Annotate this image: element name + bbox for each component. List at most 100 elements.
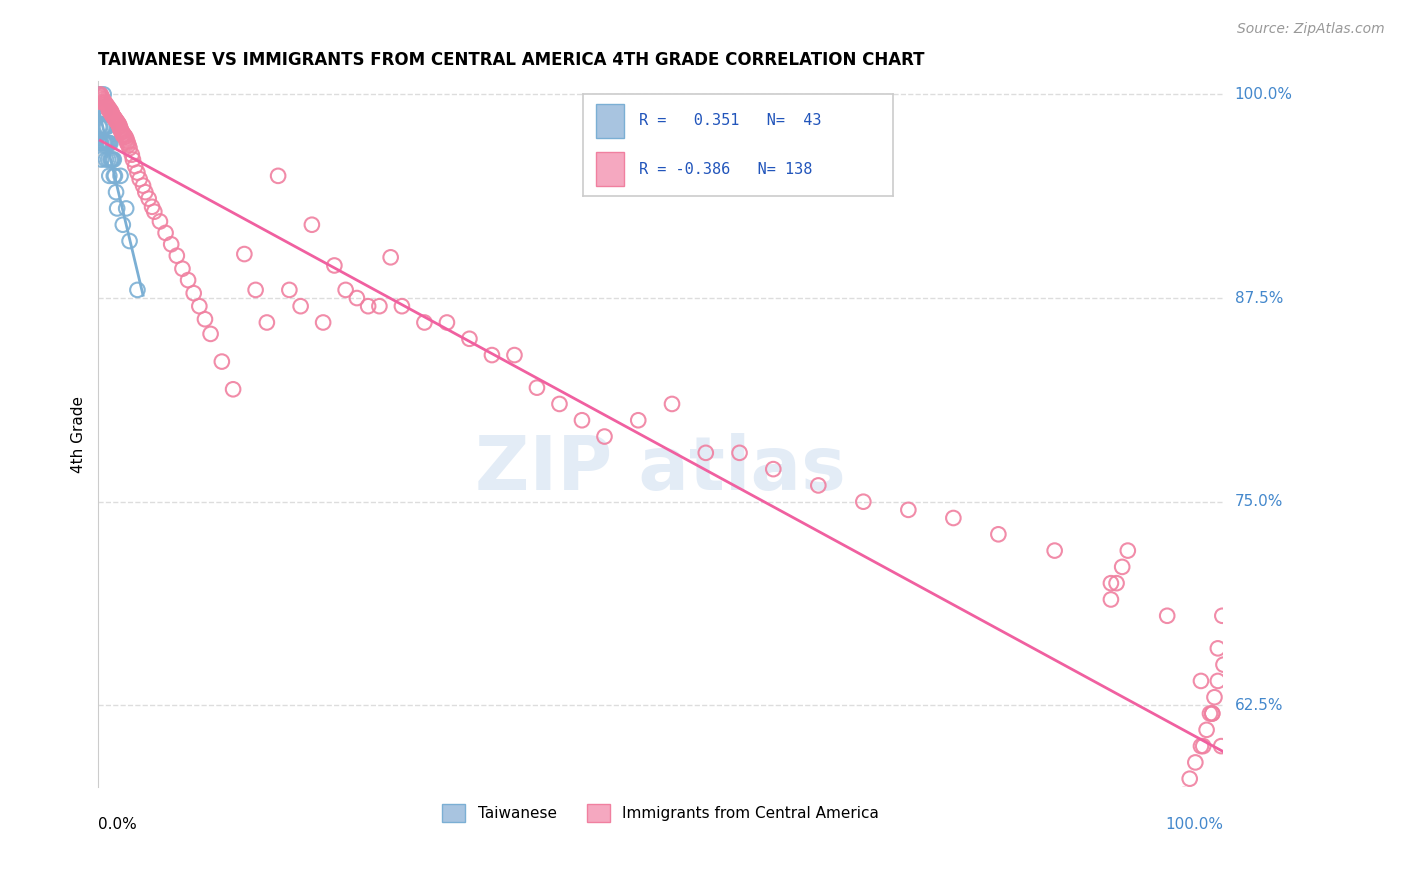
Point	[105, 115, 128, 129]
Point	[89, 120, 111, 134]
Point	[436, 316, 458, 330]
Point	[98, 169, 121, 183]
Point	[112, 128, 135, 142]
Point	[115, 131, 138, 145]
Point	[94, 103, 117, 118]
Point	[526, 381, 548, 395]
Point	[100, 136, 122, 151]
Point	[1199, 706, 1222, 721]
Point	[1184, 756, 1206, 770]
Point	[1167, 805, 1189, 819]
Point	[124, 159, 146, 173]
Point	[188, 299, 211, 313]
Point	[1211, 608, 1233, 623]
Point	[91, 92, 114, 106]
Point	[90, 136, 112, 151]
Point	[1211, 739, 1233, 753]
Point	[110, 123, 132, 137]
Point	[94, 120, 117, 134]
Point	[117, 136, 139, 151]
Point	[127, 165, 149, 179]
Point	[94, 136, 117, 151]
Point	[111, 128, 134, 142]
Point	[177, 273, 200, 287]
Legend: Taiwanese, Immigrants from Central America: Taiwanese, Immigrants from Central Ameri…	[436, 797, 886, 829]
Point	[97, 136, 120, 151]
Point	[127, 283, 149, 297]
Point	[1150, 853, 1173, 867]
Point	[278, 283, 301, 297]
Point	[93, 136, 115, 151]
Text: 75.0%: 75.0%	[1234, 494, 1282, 509]
FancyBboxPatch shape	[596, 104, 624, 137]
Point	[108, 119, 131, 133]
Point	[96, 120, 118, 134]
Point	[132, 178, 155, 193]
Point	[89, 136, 111, 151]
Point	[103, 110, 125, 124]
Point	[728, 446, 751, 460]
Point	[233, 247, 256, 261]
Point	[1206, 641, 1229, 656]
Point	[114, 129, 136, 144]
Point	[290, 299, 312, 313]
Point	[105, 113, 128, 128]
Point	[94, 97, 117, 112]
Text: 87.5%: 87.5%	[1234, 291, 1282, 306]
Point	[90, 153, 112, 167]
Point	[942, 511, 965, 525]
Point	[1161, 821, 1184, 835]
Point	[94, 97, 117, 112]
Point	[357, 299, 380, 313]
Point	[245, 283, 267, 297]
Point	[114, 129, 136, 144]
Point	[91, 120, 114, 134]
Point	[1043, 543, 1066, 558]
Point	[101, 109, 124, 123]
Point	[256, 316, 278, 330]
Point	[90, 90, 112, 104]
Point	[96, 99, 118, 113]
Point	[1178, 772, 1201, 786]
Point	[94, 136, 117, 151]
Point	[89, 103, 111, 118]
Point	[100, 153, 122, 167]
Point	[172, 261, 194, 276]
Point	[93, 87, 115, 102]
Point	[1212, 657, 1234, 672]
Point	[91, 103, 114, 118]
Point	[103, 110, 125, 124]
Point	[762, 462, 785, 476]
Point	[118, 234, 141, 248]
Point	[987, 527, 1010, 541]
Point	[89, 103, 111, 118]
Point	[1201, 706, 1223, 721]
Point	[107, 117, 129, 131]
Point	[101, 153, 124, 167]
Point	[104, 112, 127, 126]
Point	[661, 397, 683, 411]
Point	[413, 316, 436, 330]
Text: Source: ZipAtlas.com: Source: ZipAtlas.com	[1237, 22, 1385, 37]
Point	[111, 218, 134, 232]
Point	[97, 102, 120, 116]
Point	[100, 103, 122, 118]
Point	[134, 185, 156, 199]
Point	[115, 133, 138, 147]
Point	[105, 202, 128, 216]
Point	[155, 226, 177, 240]
Point	[346, 291, 368, 305]
Point	[335, 283, 357, 297]
Point	[1173, 788, 1195, 802]
Point	[117, 135, 139, 149]
Point	[593, 429, 616, 443]
Point	[122, 153, 145, 167]
Point	[105, 115, 128, 129]
Point	[100, 153, 122, 167]
Text: 62.5%: 62.5%	[1234, 698, 1284, 713]
Point	[107, 117, 129, 131]
Point	[211, 354, 233, 368]
Point	[93, 103, 115, 118]
Point	[118, 141, 141, 155]
Point	[1111, 560, 1133, 574]
